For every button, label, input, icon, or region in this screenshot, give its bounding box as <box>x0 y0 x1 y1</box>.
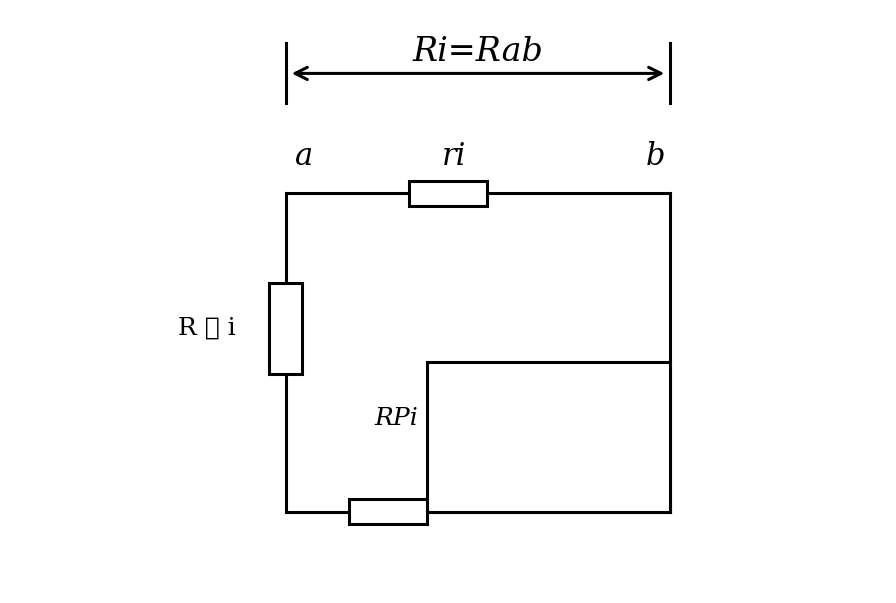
Bar <box>270 283 303 373</box>
Text: Ri=Rab: Ri=Rab <box>412 36 544 68</box>
Text: R 串 i: R 串 i <box>178 317 236 340</box>
Bar <box>427 362 670 511</box>
Text: b: b <box>645 142 665 172</box>
Bar <box>349 499 427 524</box>
Text: ri: ri <box>442 142 466 172</box>
Text: a: a <box>295 142 313 172</box>
Text: RPi: RPi <box>375 407 418 430</box>
Bar <box>409 181 487 206</box>
